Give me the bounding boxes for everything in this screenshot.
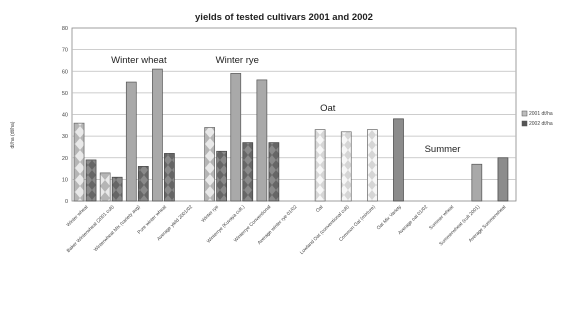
legend: 2001 dt/ha 2002 dt/ha (521, 110, 553, 127)
x-tick-label: Oat Mix Variety (376, 204, 404, 232)
bar (314, 129, 326, 202)
y-tick-label: 50 (62, 91, 68, 97)
chart-title: yields of tested cultivars 2001 and 2002 (195, 12, 373, 23)
x-tick-label: Oat (315, 204, 325, 214)
bar (204, 127, 215, 202)
bar (367, 129, 378, 202)
x-tick-label: Winterwheat Mix (variety avg) (93, 204, 142, 253)
x-tick-label: Summer wheat (428, 204, 456, 232)
y-tick-label: 80 (62, 26, 68, 32)
legend-swatch (521, 110, 528, 117)
bar (137, 166, 149, 202)
bar (242, 142, 254, 202)
y-tick-label: 10 (62, 177, 68, 183)
x-tick-label: Lowland Oat (conventional cult) (299, 204, 351, 256)
group-label: Summer (425, 144, 461, 155)
bar (230, 73, 242, 202)
y-axis-label: dt/ha (dt/ha) (10, 121, 16, 148)
y-tick-label: 70 (62, 48, 68, 54)
bar (152, 68, 163, 202)
legend-label: 2001 dt/ha (529, 111, 553, 117)
bar (256, 79, 268, 202)
bar (471, 163, 483, 202)
y-tick-label: 40 (62, 113, 68, 119)
x-tick-label: Winter rye (200, 204, 220, 224)
group-label: Winter wheat (111, 55, 167, 66)
bar (164, 153, 175, 202)
group-labels: Winter wheat Winter rye Oat Summer (111, 55, 460, 155)
group-label: Winter rye (216, 55, 259, 66)
x-tick-label: Baker Winterwheat (2001 cult) (66, 204, 116, 254)
bars (73, 68, 509, 202)
y-axis-ticks: 0 10 20 30 40 50 60 70 80 (62, 26, 68, 205)
bar (216, 150, 227, 202)
bar (340, 131, 352, 202)
bar (393, 118, 404, 202)
bar (99, 172, 111, 202)
y-tick-label: 20 (62, 156, 68, 162)
bar (85, 159, 97, 202)
legend-swatch (521, 120, 528, 127)
bar (111, 176, 123, 202)
legend-label: 2002 dt/ha (529, 121, 553, 127)
group-label: Oat (320, 103, 336, 114)
bar (125, 81, 137, 202)
y-tick-label: 0 (65, 199, 68, 205)
x-tick-label: Winter wheat (65, 204, 90, 229)
y-tick-label: 30 (62, 134, 68, 140)
bar (73, 122, 85, 202)
bar (497, 157, 509, 202)
y-tick-label: 60 (62, 69, 68, 75)
bar (268, 142, 280, 202)
